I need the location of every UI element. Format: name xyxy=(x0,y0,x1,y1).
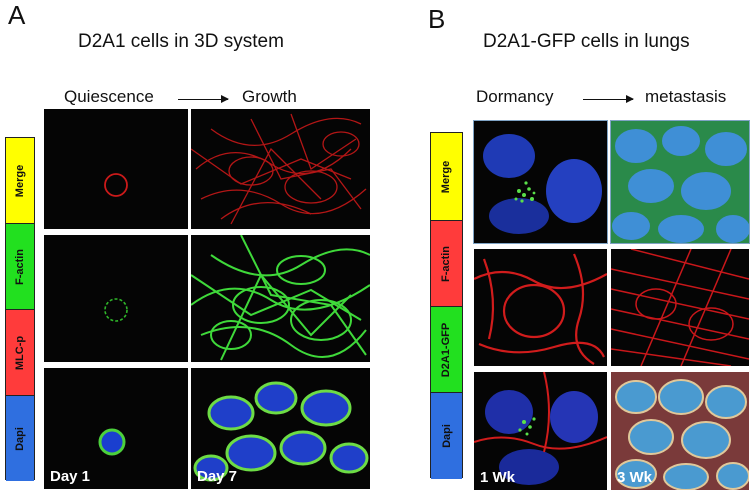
panel-b-stage-metastasis: metastasis xyxy=(645,87,727,106)
legend-merge: Merge xyxy=(6,138,34,224)
panel-b-title: D2A1-GFP cells in lungs xyxy=(483,31,690,52)
image-label-1-wk: 1 Wk xyxy=(480,469,516,486)
legend-merge-label: Merge xyxy=(440,160,453,193)
panel-a-letter: A xyxy=(8,0,26,30)
panel-a-title: D2A1 cells in 3D system xyxy=(78,31,284,52)
micrograph-a-day1-mlcp xyxy=(44,109,188,229)
panel-a-color-legend: Merge F-actin MLC-p Dapi xyxy=(5,137,35,481)
image-label-day-1: Day 1 xyxy=(50,468,91,485)
panel-b-arrow xyxy=(583,95,634,103)
legend-dapi: Dapi xyxy=(6,396,34,481)
legend-f-actin-label: F-actin xyxy=(440,245,453,282)
legend-f-actin-label: F-actin xyxy=(14,248,26,285)
legend-f-actin: F-actin xyxy=(6,224,34,310)
legend-merge: Merge xyxy=(431,133,462,221)
legend-dapi-label: Dapi xyxy=(14,426,26,451)
panel-b-color-legend: Merge F-actin D2A1-GFP Dapi xyxy=(430,132,463,479)
micrograph-b-3wk-factin xyxy=(611,249,749,366)
panel-b-letter: B xyxy=(428,4,446,34)
micrograph-a-day7-mlcp xyxy=(191,109,370,229)
micrograph-a-day7-factin xyxy=(191,235,370,362)
micrograph-b-3wk-dapi: 3 Wk xyxy=(611,372,749,490)
legend-dapi-label: Dapi xyxy=(440,424,453,448)
micrograph-a-day1-factin xyxy=(44,235,188,362)
micrograph-a-day1-merge: Day 1 xyxy=(44,368,188,489)
micrograph-b-1wk-dapi: 1 Wk xyxy=(474,372,607,490)
legend-d2a1-gfp: D2A1-GFP xyxy=(431,307,462,393)
panel-a-arrow xyxy=(178,95,229,103)
panel-b-stage-dormancy: Dormancy xyxy=(476,87,554,106)
legend-mlc-p-label: MLC-p xyxy=(14,335,26,370)
micrograph-b-3wk-merge xyxy=(610,120,750,244)
panel-a-stage-quiescence: Quiescence xyxy=(64,87,154,106)
legend-dapi: Dapi xyxy=(431,393,462,479)
panel-a-stage-growth: Growth xyxy=(242,87,297,106)
micrograph-a-day7-merge: Day 7 xyxy=(191,368,370,489)
image-label-day-7: Day 7 xyxy=(197,468,238,485)
legend-mlc-p: MLC-p xyxy=(6,310,34,396)
legend-d2a1-gfp-label: D2A1-GFP xyxy=(440,322,453,377)
micrograph-b-1wk-factin xyxy=(474,249,607,366)
image-label-3-wk: 3 Wk xyxy=(617,469,653,486)
legend-f-actin: F-actin xyxy=(431,221,462,307)
micrograph-b-1wk-merge xyxy=(473,120,608,244)
legend-merge-label: Merge xyxy=(14,164,26,197)
